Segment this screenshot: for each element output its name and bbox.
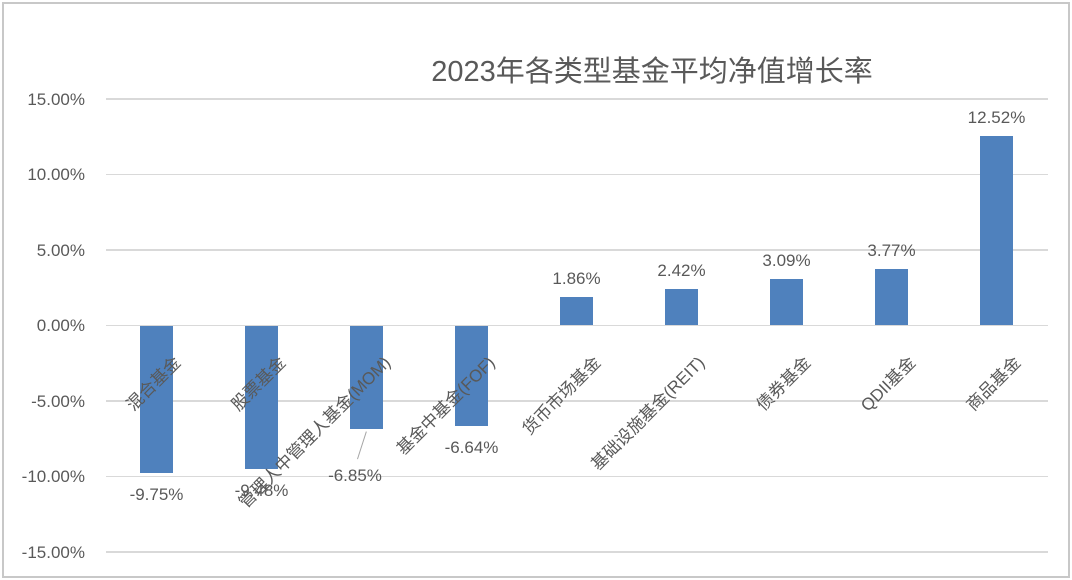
bar: [350, 325, 383, 429]
gridline: [106, 324, 1048, 327]
gridline: [106, 249, 1048, 251]
chart-title: 2023年各类型基金平均净值增长率: [431, 56, 873, 88]
category-label: 货币市场基金: [518, 353, 604, 439]
bar-value-label: -6.64%: [444, 437, 499, 457]
gridline: [106, 173, 1048, 176]
category-label: QDII基金: [856, 353, 919, 416]
bar-value-label: 12.52%: [967, 108, 1026, 128]
bar-value-label: 1.86%: [552, 269, 601, 289]
bar-value-label: 3.77%: [867, 240, 916, 260]
y-axis-tick-label: -10.00%: [21, 467, 85, 486]
bar-value-label: 3.09%: [762, 250, 811, 270]
y-axis-tick-label: 5.00%: [36, 240, 85, 260]
gridline: [106, 551, 1048, 553]
bar: [980, 136, 1013, 326]
bar: [770, 278, 803, 326]
leader-line: [356, 430, 367, 459]
bar: [875, 268, 908, 326]
y-axis-tick-label: -15.00%: [21, 542, 85, 562]
bar-value-label: -9.48%: [234, 480, 289, 500]
gridline: [106, 475, 1048, 478]
gridline: [106, 98, 1048, 100]
bar-value-label: -9.75%: [129, 484, 184, 504]
y-axis-tick-label: -5.00%: [31, 391, 85, 411]
bar: [455, 325, 488, 426]
category-label: 基础设施基金(REIT): [587, 353, 709, 474]
category-label: 商品基金: [962, 353, 1024, 415]
gridline: [106, 400, 1048, 402]
bar-value-label: -6.85%: [328, 465, 382, 485]
y-axis-tick-label: 10.00%: [27, 165, 85, 184]
category-label: 债券基金: [752, 353, 814, 415]
bar: [140, 325, 173, 473]
bar: [245, 325, 278, 469]
bar-value-label: 2.42%: [657, 260, 706, 280]
y-axis-tick-label: 15.00%: [27, 89, 85, 109]
bar: [665, 288, 698, 326]
bar: [560, 297, 593, 326]
y-axis-tick-label: 0.00%: [36, 316, 85, 335]
